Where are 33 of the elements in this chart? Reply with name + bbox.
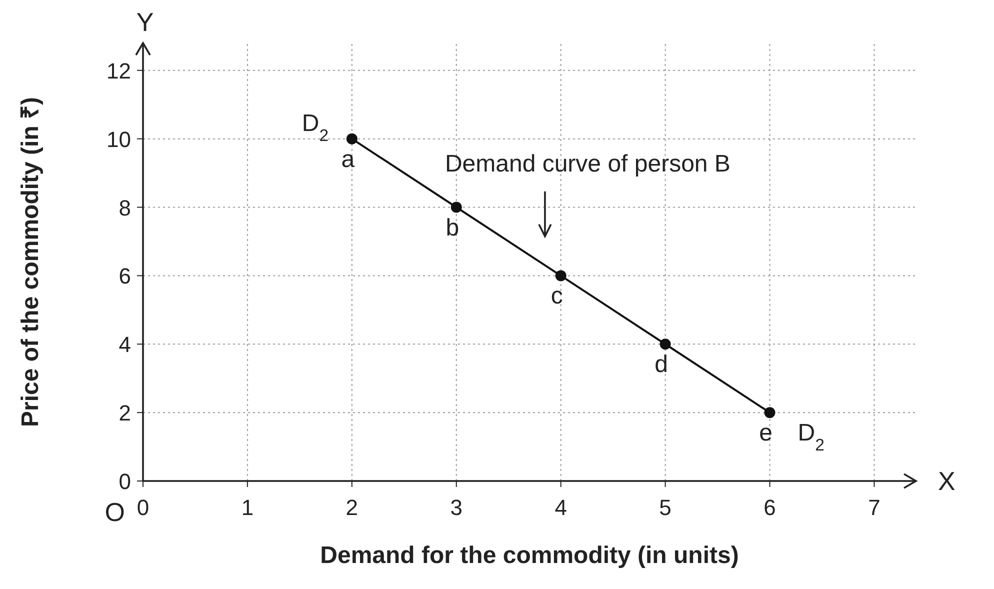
- x-tick-label: 3: [450, 495, 463, 520]
- data-label: d: [654, 351, 668, 378]
- x-tick-label: 2: [346, 495, 358, 520]
- y-tick-label: 2: [118, 400, 131, 426]
- y-tick-label: 10: [106, 126, 131, 152]
- point: [555, 270, 566, 282]
- y-tick-label: 6: [118, 264, 131, 289]
- x-tick-label: 1: [241, 495, 254, 520]
- point: [450, 202, 462, 213]
- annotation: Demand curve of person B: [444, 150, 730, 178]
- point: [660, 338, 671, 350]
- x-tick-label: 5: [659, 495, 672, 520]
- point: [764, 407, 776, 418]
- y-tick-label: 8: [118, 195, 131, 220]
- data-label: e: [759, 420, 772, 447]
- y-tick-label: 12: [106, 58, 131, 84]
- x-tick-label: 4: [554, 495, 567, 520]
- text: X: [938, 466, 956, 496]
- point: [346, 133, 358, 144]
- annotation: D$_{2}$: [302, 110, 329, 144]
- data-label: b: [446, 214, 460, 242]
- data-label: c: [550, 282, 563, 310]
- y-axis-title: Price of the commodity (in ₹): [17, 96, 44, 428]
- annotation: D$_{2}$: [798, 420, 824, 454]
- x-tick-label: 0: [136, 495, 150, 520]
- y-tick-label: 4: [118, 332, 131, 358]
- text: O: [104, 497, 125, 527]
- y-tick-label: 0: [118, 469, 131, 494]
- x-tick-label: 7: [868, 495, 880, 520]
- text: Y: [136, 7, 154, 37]
- x-axis-title: Demand for the commodity (in units): [320, 542, 739, 569]
- x-tick-label: 6: [764, 495, 776, 520]
- data-label: a: [341, 146, 356, 173]
